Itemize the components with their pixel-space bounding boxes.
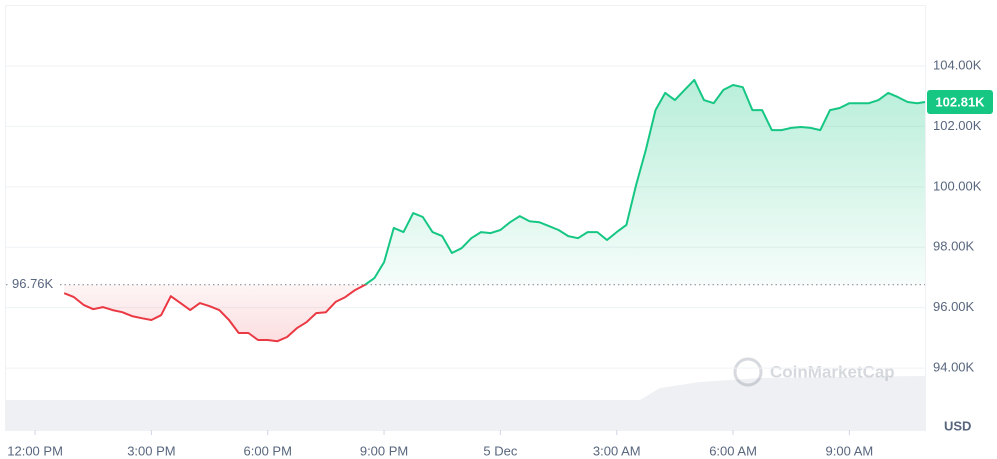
x-tick-label: 9:00 PM xyxy=(360,443,408,458)
price-line xyxy=(63,78,926,343)
watermark: CoinMarketCap xyxy=(733,357,895,387)
price-area xyxy=(64,79,926,342)
y-tick-label: 96.00K xyxy=(933,299,975,314)
y-tick-label: 102.00K xyxy=(933,118,982,133)
baseline-label: 96.76K xyxy=(12,276,54,291)
x-tick-label: 6:00 PM xyxy=(244,443,292,458)
y-tick-label: 100.00K xyxy=(933,178,982,193)
y-tick-label: 98.00K xyxy=(933,239,975,254)
last-price-box xyxy=(927,89,993,114)
x-tick-label: 6:00 AM xyxy=(709,443,757,458)
y-tick-label: 104.00K xyxy=(933,57,982,72)
volume-band xyxy=(6,376,925,430)
baseline-label-bg xyxy=(8,276,60,293)
y-unit: USD xyxy=(944,418,971,433)
y-tick-label: 94.00K xyxy=(933,360,975,375)
last-price-label: 102.81K xyxy=(935,94,985,109)
x-tick-label: 3:00 PM xyxy=(127,443,175,458)
x-tick-label: 3:00 AM xyxy=(593,443,641,458)
x-tick-label: 9:00 AM xyxy=(826,443,874,458)
x-tick-label: 12:00 PM xyxy=(7,443,63,458)
watermark-text: CoinMarketCap xyxy=(770,362,895,381)
plot-frame xyxy=(5,5,926,431)
x-tick-label: 5 Dec xyxy=(483,443,517,458)
